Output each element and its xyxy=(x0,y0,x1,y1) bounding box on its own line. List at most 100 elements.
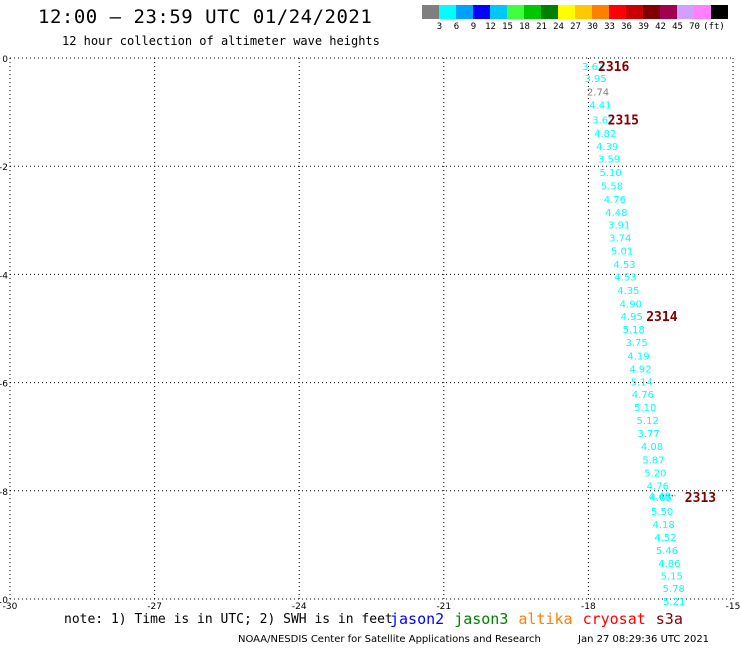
color-scale-label: 24 xyxy=(553,22,564,32)
color-scale-swatch xyxy=(694,5,711,19)
color-scale-label: 70 xyxy=(689,22,700,32)
footer-credit: NOAA/NESDIS Center for Satellite Applica… xyxy=(238,634,541,645)
color-scale-swatch xyxy=(626,5,643,19)
color-scale-label: 6 xyxy=(453,22,460,32)
chart-subtitle: 12 hour collection of altimeter wave hei… xyxy=(62,34,380,48)
wave-height-value: 4.41 xyxy=(589,101,611,112)
wave-height-value: 5.10 xyxy=(634,403,656,414)
wave-height-value: 4.39 xyxy=(596,142,618,153)
color-scale-label: 12 xyxy=(485,22,496,32)
x-tick-label: -24 xyxy=(292,602,307,612)
wave-height-value: 4.92 xyxy=(629,365,651,376)
wave-height-value: 5.21 xyxy=(663,597,685,608)
pass-number-label: 2316 xyxy=(598,60,629,75)
color-scale-swatch xyxy=(422,5,439,19)
wave-height-value: 4.52 xyxy=(654,533,676,544)
wave-height-value: 5.87 xyxy=(642,455,664,466)
pass-number-label: 2314 xyxy=(646,310,677,325)
wave-height-value: 4.90 xyxy=(620,300,642,311)
wave-height-value: 5.50 xyxy=(651,507,673,518)
satellite-legend-entry: altika xyxy=(518,610,573,628)
wave-height-value: 3.75 xyxy=(625,338,647,349)
color-scale-swatch xyxy=(473,5,490,19)
color-scale-label: 42 xyxy=(655,22,666,32)
color-scale-swatch xyxy=(711,5,728,19)
x-tick-label: -18 xyxy=(581,602,596,612)
satellite-legend-entry: jason3 xyxy=(454,610,509,628)
wave-height-value: 3.77 xyxy=(638,429,660,440)
wave-height-value: 5.78 xyxy=(663,584,685,595)
x-tick-label: -15 xyxy=(726,602,740,612)
color-scale-swatch xyxy=(541,5,558,19)
wave-height-value: 5.20 xyxy=(644,468,666,479)
color-scale-label: 27 xyxy=(570,22,581,32)
wave-height-value: 5.01 xyxy=(611,247,633,258)
wave-height-value: 5.12 xyxy=(637,416,659,427)
color-scale-swatch xyxy=(592,5,609,19)
wave-height-value: 4.76 xyxy=(604,195,626,206)
y-tick-label: -2 xyxy=(0,163,8,173)
y-tick-label: -4 xyxy=(0,271,8,281)
pass-number-label: 2315 xyxy=(608,114,639,129)
wave-height-value: 5.15 xyxy=(661,572,683,583)
footer-note: note: 1) Time is in UTC; 2) SWH is in fe… xyxy=(64,612,393,627)
satellite-legend-entry: cryosat xyxy=(582,610,646,628)
wave-height-value: 4.48 xyxy=(649,492,671,503)
color-scale-swatch xyxy=(524,5,541,19)
wave-height-value: 4.53 xyxy=(613,260,635,271)
color-scale-swatch xyxy=(643,5,660,19)
color-scale-label: 36 xyxy=(621,22,632,32)
wave-height-value: 4.48 xyxy=(605,208,627,219)
y-tick-label: -10 xyxy=(0,596,8,606)
color-scale-label: 39 xyxy=(638,22,649,32)
color-scale-label: 30 xyxy=(587,22,598,32)
wave-height-value: 4.18 xyxy=(652,520,674,531)
satellite-legend: jason2 jason3 altika cryosat s3a xyxy=(390,610,693,628)
color-scale-swatch xyxy=(677,5,694,19)
wave-height-value: 3.59 xyxy=(598,155,620,166)
y-tick-label: 0 xyxy=(2,55,8,65)
color-scale-label: 15 xyxy=(502,22,513,32)
color-scale-swatch xyxy=(507,5,524,19)
wave-height-value: 4.82 xyxy=(594,129,616,140)
x-tick-label: -30 xyxy=(3,602,18,612)
wave-height-value: 3.74 xyxy=(609,234,631,245)
wave-height-value: 5.14 xyxy=(631,378,653,389)
wave-height-value: 4.53 xyxy=(614,273,636,284)
color-scale-swatch xyxy=(490,5,507,19)
color-scale-swatch xyxy=(456,5,473,19)
x-tick-label: -27 xyxy=(147,602,162,612)
color-scale-swatch xyxy=(575,5,592,19)
color-scale-swatch xyxy=(609,5,626,19)
wave-height-value: 4.08 xyxy=(641,442,663,453)
wave-height-value: 3.63 xyxy=(582,62,604,73)
pass-number-label: 2313 xyxy=(685,491,716,506)
color-scale-label: 21 xyxy=(536,22,547,32)
color-scale-unit: (ft) xyxy=(703,22,725,32)
wave-height-value: 3.95 xyxy=(584,74,606,85)
y-tick-label: -6 xyxy=(0,380,8,390)
color-scale-label: 18 xyxy=(519,22,530,32)
color-scale-swatch xyxy=(660,5,677,19)
color-scale-label: 3 xyxy=(436,22,443,32)
color-scale-label: 45 xyxy=(672,22,683,32)
wave-height-value: 4.35 xyxy=(617,286,639,297)
wave-height-value: 2.74 xyxy=(587,88,609,99)
color-scale-label: 9 xyxy=(470,22,477,32)
satellite-legend-entry: jason2 xyxy=(390,610,445,628)
wave-height-value: 4.65 xyxy=(650,493,672,504)
y-tick-label: -8 xyxy=(0,488,8,498)
footer-timestamp: Jan 27 08:29:36 UTC 2021 xyxy=(578,634,710,645)
x-tick-label: -21 xyxy=(436,602,451,612)
wave-height-value: 5.18 xyxy=(623,325,645,336)
color-scale-swatch xyxy=(558,5,575,19)
wave-height-value: 4.86 xyxy=(658,559,680,570)
wave-height-value: 4.19 xyxy=(627,352,649,363)
chart-title: 12:00 – 23:59 UTC 01/24/2021 xyxy=(38,6,373,28)
wave-height-value: 3.91 xyxy=(608,221,630,232)
wave-height-value: 5.46 xyxy=(656,546,678,557)
wave-height-value: 5.58 xyxy=(601,182,623,193)
wave-height-value: 3.67 xyxy=(592,116,614,127)
color-scale-swatch xyxy=(439,5,456,19)
